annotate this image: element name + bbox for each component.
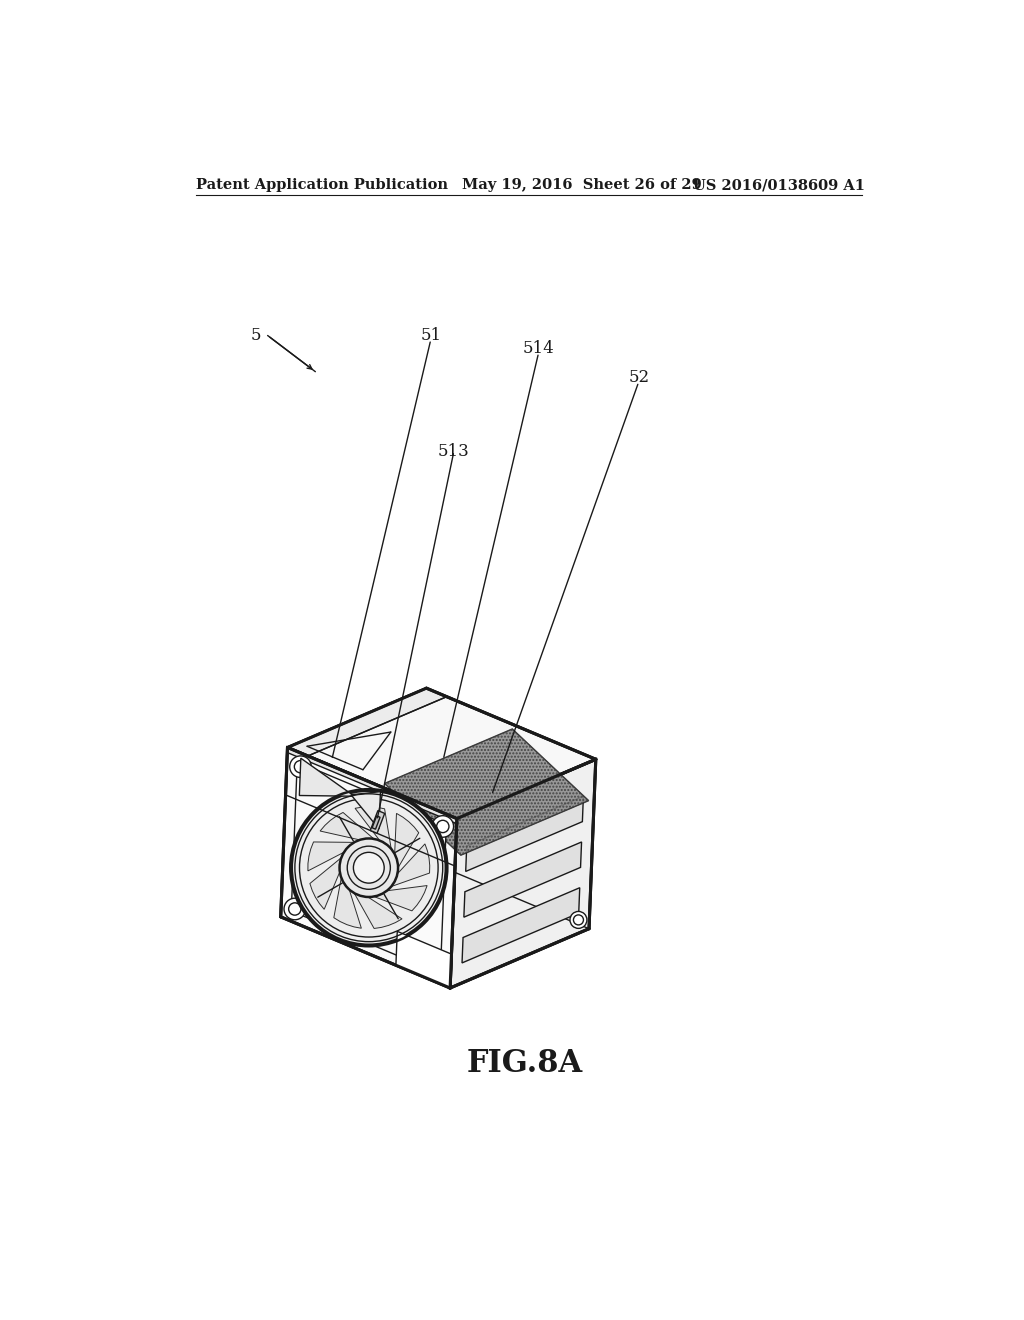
Polygon shape [288,688,446,756]
Polygon shape [372,816,380,829]
Ellipse shape [292,791,445,945]
Ellipse shape [573,915,584,925]
Ellipse shape [294,760,306,772]
Ellipse shape [284,898,305,920]
Ellipse shape [570,911,587,928]
Ellipse shape [432,816,454,837]
Polygon shape [321,812,374,840]
Ellipse shape [426,958,447,979]
Ellipse shape [431,962,443,975]
Text: Patent Application Publication: Patent Application Publication [196,178,449,193]
Polygon shape [288,747,457,824]
Polygon shape [310,858,341,909]
Polygon shape [308,842,354,871]
Polygon shape [396,932,452,987]
Ellipse shape [289,903,301,915]
Ellipse shape [436,820,449,833]
Text: May 19, 2016  Sheet 26 of 29: May 19, 2016 Sheet 26 of 29 [462,178,701,193]
Polygon shape [464,842,582,917]
Polygon shape [394,813,419,867]
Ellipse shape [353,853,384,883]
Polygon shape [462,888,580,962]
Polygon shape [281,747,457,987]
Text: 513: 513 [438,442,470,459]
Polygon shape [354,894,402,928]
Text: 5: 5 [251,327,261,345]
Polygon shape [466,796,584,871]
Ellipse shape [340,838,398,898]
Text: FIG.8A: FIG.8A [467,1048,583,1078]
Ellipse shape [299,799,438,937]
Polygon shape [291,762,446,974]
Polygon shape [355,807,391,849]
Polygon shape [451,759,596,987]
Text: US 2016/0138609 A1: US 2016/0138609 A1 [692,178,864,193]
Polygon shape [374,886,427,911]
Text: 51: 51 [420,327,441,345]
Polygon shape [334,878,361,928]
Text: 514: 514 [523,341,555,358]
Polygon shape [371,810,385,833]
Polygon shape [391,843,430,887]
Polygon shape [351,792,381,829]
Text: 52: 52 [628,370,649,387]
Polygon shape [299,758,354,796]
Polygon shape [288,688,596,818]
Ellipse shape [290,756,311,777]
Polygon shape [385,729,589,855]
